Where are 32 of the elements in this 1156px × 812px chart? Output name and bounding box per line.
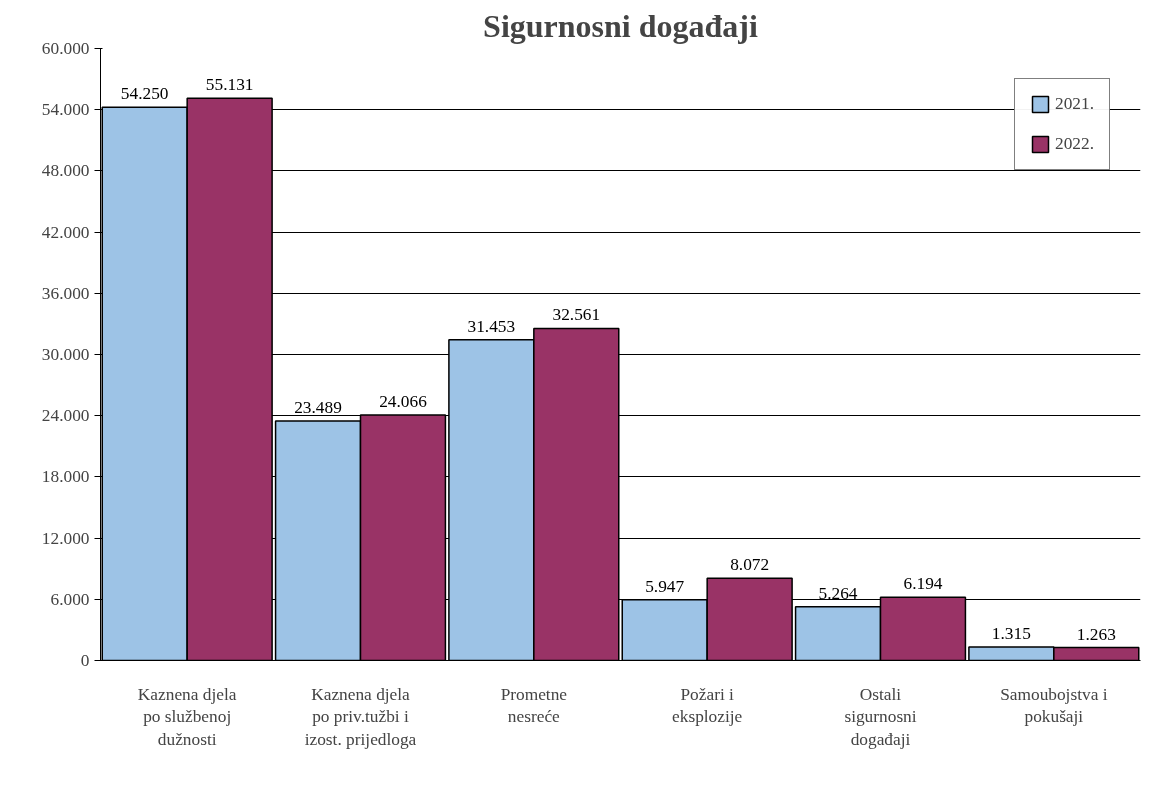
y-tick-label: 12.000: [41, 528, 90, 548]
data-label: 1.263: [1076, 624, 1116, 644]
legend-label: 2021.: [1055, 94, 1094, 114]
chart-title: Sigurnosni događaji: [483, 7, 758, 44]
y-tick-label: 30.000: [41, 345, 90, 364]
data-label: 54.250: [120, 84, 169, 104]
y-tick-label: 42.000: [41, 222, 90, 242]
data-label: 31.453: [467, 316, 516, 336]
x-tick-label: Prometne nesreće: [500, 684, 568, 727]
data-label: 24.066: [379, 392, 428, 412]
x-tick-label: Samoubojstva i pokušaji: [1000, 684, 1108, 727]
y-tick-label: 36.000: [41, 283, 90, 303]
y-tick-label: 18.000: [41, 467, 90, 487]
y-tick-label: 0: [80, 651, 90, 670]
data-label: 55.131: [205, 75, 254, 95]
y-tick-label: 24.000: [41, 406, 90, 426]
data-label: 32.561: [552, 305, 601, 325]
x-tick-label: Kaznena djela po službenoj dužnosti: [137, 684, 237, 750]
x-tick-label: Ostali sigurnosni događaji: [844, 684, 917, 750]
data-label: 6.194: [903, 574, 943, 594]
legend-label: 2022.: [1055, 134, 1094, 154]
y-tick-label: 48.000: [41, 161, 90, 181]
x-tick-label: Kaznena djela po priv.tužbi i izost. prijedloga: [304, 684, 417, 750]
data-label: 5.264: [818, 583, 858, 603]
data-label: 8.072: [730, 555, 770, 575]
data-label: 23.489: [294, 397, 342, 417]
data-label: 1.315: [991, 624, 1031, 644]
x-tick-label: Požari i eksplozije: [672, 684, 743, 727]
y-tick-label: 54.000: [41, 100, 90, 120]
y-tick-label: 6.000: [50, 589, 90, 609]
data-label: 5.947: [645, 576, 685, 596]
y-tick-label: 60.000: [41, 39, 90, 58]
